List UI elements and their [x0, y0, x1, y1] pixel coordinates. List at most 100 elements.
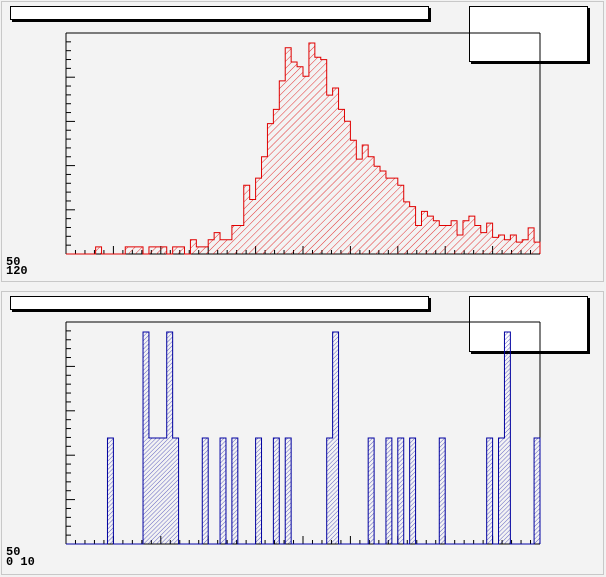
lower-hist-bar [326, 438, 333, 544]
upper-hist-bar [202, 246, 209, 254]
upper-hist-bar [380, 171, 386, 254]
upper-y-label-2: 120 [6, 264, 28, 278]
lower-hist-bar [534, 438, 540, 544]
upper-hist-bar [522, 239, 529, 254]
upper-hist-bar [534, 242, 540, 254]
lower-hist-bar [504, 332, 511, 544]
upper-hist-bar [214, 232, 221, 254]
upper-hist-bar [403, 201, 410, 254]
upper-hist-bar [368, 156, 375, 254]
upper-hist-bar [338, 109, 345, 254]
lower-hist-bar [166, 332, 173, 544]
upper-hist-bar [178, 246, 185, 254]
upper-histogram [65, 32, 541, 255]
upper-hist-bar [344, 121, 351, 254]
lower-hist-bar [368, 438, 375, 544]
upper-hist-bar [231, 225, 238, 254]
lower-hist-bar [397, 438, 404, 544]
upper-hist-bar [350, 140, 357, 254]
lower-hist-bar [409, 438, 416, 544]
lower-hist-bar [202, 438, 209, 544]
upper-hist-bar [249, 199, 256, 254]
lower-y-label-1: 50 [6, 545, 21, 559]
upper-hist-bar [196, 246, 203, 254]
upper-hist-bar [225, 239, 232, 254]
upper-hist-bar [504, 239, 511, 254]
upper-hist-bar [208, 239, 215, 254]
upper-hist-bar [480, 232, 487, 254]
upper-y-label-1: 50 [6, 255, 21, 269]
lower-hist-bar [160, 438, 167, 544]
upper-hist-bar [160, 246, 167, 254]
upper-hist-bar [326, 95, 333, 254]
lower-hist-bar [172, 438, 179, 544]
upper-hist-bar [131, 246, 138, 254]
upper-hist-bar [427, 216, 434, 254]
upper-hist-bar [261, 156, 268, 254]
lower-histogram [65, 321, 541, 545]
upper-hist-bar [516, 242, 523, 254]
upper-hist-bar [308, 43, 315, 254]
lower-hist-outline [66, 331, 541, 545]
upper-hist-bar [285, 47, 292, 254]
upper-hist-bar [457, 235, 463, 254]
upper-hist-bar [486, 223, 493, 254]
upper-hist-bar [314, 57, 321, 255]
upper-hist-bar [433, 220, 440, 254]
lower-hist-bar [231, 438, 238, 544]
lower-hist-bar [220, 438, 226, 544]
lower-hist-bar [148, 438, 155, 544]
upper-hist-bar [148, 246, 155, 254]
upper-hist-bar [415, 225, 422, 254]
upper-hist-bar [439, 225, 446, 254]
upper-hist-bar [492, 237, 499, 254]
lower-hist-bar [498, 438, 505, 544]
lower-hist-bar [385, 438, 392, 544]
lower-hist-bar [439, 438, 446, 544]
lower-hist-bar [285, 438, 292, 544]
upper-hist-bar [273, 109, 280, 254]
lower-hist-bar [273, 438, 280, 544]
upper-hist-bar [190, 239, 197, 254]
upper-hist-outline [66, 42, 541, 255]
upper-hist-bar [332, 88, 339, 254]
lower-stats-box [469, 296, 588, 352]
lower-hist-bar [255, 438, 262, 544]
upper-hist-bar [451, 220, 458, 254]
upper-hist-bar [154, 246, 161, 254]
upper-hist-bar [356, 159, 363, 254]
lower-hist-bar [332, 332, 339, 544]
upper-hist-bar [362, 144, 369, 254]
upper-title-box [10, 6, 429, 20]
upper-hist-bar [125, 246, 132, 254]
upper-hist-bar [243, 185, 250, 254]
upper-hist-bar [474, 225, 481, 254]
upper-hist-bar [498, 235, 505, 254]
lower-hist-bar [107, 438, 114, 544]
upper-hist-bar [510, 235, 517, 254]
upper-hist-bar [255, 178, 262, 254]
lower-y-label-2: 0 10 [6, 555, 35, 569]
upper-hist-bar [220, 239, 226, 254]
upper-hist-bar [279, 80, 286, 254]
upper-hist-bar [528, 227, 535, 254]
upper-hist-bar [445, 225, 452, 254]
upper-hist-bar [409, 206, 416, 254]
lower-hist-bar [486, 438, 493, 544]
upper-hist-bar [374, 166, 381, 254]
upper-hist-bar [397, 185, 404, 254]
upper-stats-box [469, 6, 588, 62]
upper-hist-bar [462, 220, 469, 254]
upper-hist-bar [95, 246, 102, 254]
lower-hist-bar [154, 438, 161, 544]
upper-hist-bar [421, 211, 428, 254]
upper-hist-bar [291, 61, 298, 254]
upper-hist-bar [297, 66, 303, 255]
upper-hist-bar [267, 123, 274, 254]
lower-title-box [10, 296, 429, 310]
upper-hist-bar [391, 178, 398, 254]
upper-hist-bar [237, 225, 244, 254]
upper-hist-bar [172, 246, 179, 254]
upper-hist-bar [385, 178, 392, 254]
upper-hist-bar [320, 59, 327, 254]
